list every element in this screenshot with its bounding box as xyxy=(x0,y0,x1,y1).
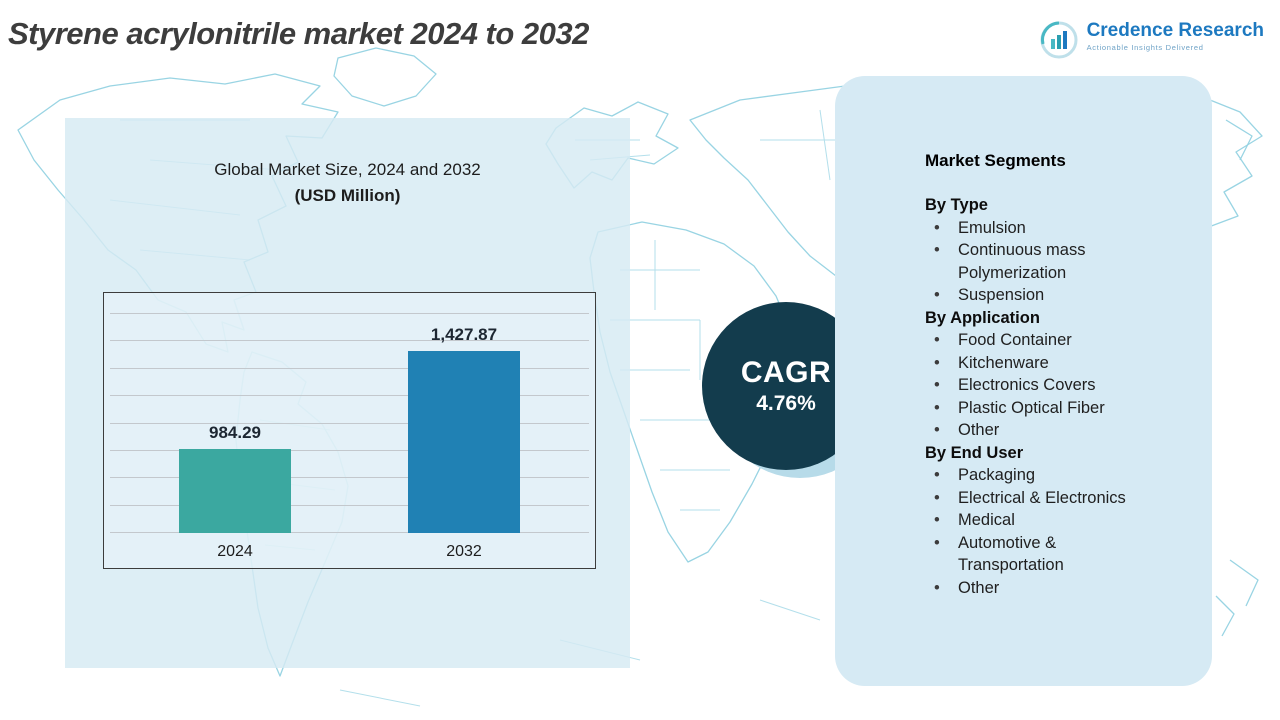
bullet-icon: • xyxy=(934,218,940,237)
bar-value-label-2024: 984.29 xyxy=(209,422,261,442)
chart-gridline xyxy=(110,367,589,369)
bar-group-2024: 984.29 2024 xyxy=(179,313,291,560)
segment-item-label: Emulsion xyxy=(958,218,1026,237)
bullet-icon: • xyxy=(934,331,940,349)
bullet-icon: • xyxy=(934,466,940,484)
segment-item: • Continuous mass Polymerization xyxy=(925,239,1184,284)
chart-gridline xyxy=(110,449,589,451)
chart-gridline xyxy=(110,477,589,479)
segment-item-label: Food Container xyxy=(958,331,1072,349)
bullet-icon: • xyxy=(934,421,940,439)
segment-item-label: Continuous mass Polymerization xyxy=(958,241,1086,282)
bullet-icon: • xyxy=(934,488,940,507)
market-size-panel: Global Market Size, 2024 and 2032 (USD M… xyxy=(65,118,630,668)
page-title: Styrene acrylonitrile market 2024 to 203… xyxy=(8,16,589,51)
bullet-icon: • xyxy=(934,398,940,417)
segment-item-label: Electronics Covers xyxy=(958,376,1096,394)
chart-gridline xyxy=(110,340,589,342)
bullet-icon: • xyxy=(934,533,940,552)
segment-item-label: Kitchenware xyxy=(958,353,1049,372)
segment-item: • Electrical & Electronics xyxy=(925,487,1184,510)
chart-gridline xyxy=(110,532,589,533)
chart-gridline xyxy=(110,313,589,314)
bar-category-label-2032: 2032 xyxy=(446,543,482,560)
bar-chart: 984.29 2024 1,427.87 2032 xyxy=(103,292,596,569)
segments-heading: Market Segments xyxy=(925,151,1066,170)
segment-item: • Medical xyxy=(925,509,1184,532)
segment-item: • Kitchenware xyxy=(925,352,1184,375)
segment-item: • Plastic Optical Fiber xyxy=(925,397,1184,420)
chart-title: Global Market Size, 2024 and 2032 (USD M… xyxy=(65,160,630,206)
segment-item: • Other xyxy=(925,419,1184,442)
bullet-icon: • xyxy=(934,578,940,597)
chart-gridline xyxy=(110,395,589,397)
bar-2024 xyxy=(179,448,291,533)
logo-bar-chart-icon xyxy=(1040,21,1078,59)
segment-item-label: Other xyxy=(958,421,1000,439)
segment-group-heading: By Type xyxy=(925,196,988,214)
segment-item: • Automotive & Transportation xyxy=(925,532,1184,577)
segments-list: By Type • Emulsion • Continuous mass Polymer… xyxy=(925,194,1184,599)
market-segments-panel: Market Segments By Type • Emulsion • Continu… xyxy=(835,76,1212,686)
bullet-icon: • xyxy=(934,286,940,304)
bar-category-label-2024: 2024 xyxy=(217,543,253,560)
chart-title-line1: Global Market Size, 2024 and 2032 xyxy=(214,160,481,179)
segment-item: • Suspension xyxy=(925,284,1184,307)
bar-group-2032: 1,427.87 2032 xyxy=(408,313,520,560)
segment-item: • Other xyxy=(925,577,1184,600)
chart-plot-area: 984.29 2024 1,427.87 2032 xyxy=(110,313,589,560)
credence-research-logo: Credence Research Actionable Insights De… xyxy=(1039,20,1264,60)
cagr-label: CAGR xyxy=(740,356,832,389)
bar-value-label-2032: 1,427.87 xyxy=(430,324,498,344)
segment-item-label: Plastic Optical Fiber xyxy=(958,398,1105,417)
bullet-icon: • xyxy=(934,241,940,259)
chart-gridlines xyxy=(110,313,589,533)
segment-item: • Packaging xyxy=(925,464,1184,487)
segment-item-label: Other xyxy=(958,578,1000,597)
segment-item-label: Suspension xyxy=(958,286,1045,304)
chart-gridline xyxy=(110,504,589,506)
cagr-value: 4.76% xyxy=(756,392,816,415)
logo-tagline-text: Actionable Insights Delivered xyxy=(1086,43,1204,52)
segment-group-heading: By Application xyxy=(925,308,1040,327)
segment-item-label: Medical xyxy=(958,511,1015,529)
segment-item-label: Automotive & Transportation xyxy=(958,533,1064,575)
logo-brand-text: Credence Research xyxy=(1086,20,1264,41)
chart-title-line2: (USD Million) xyxy=(294,186,401,205)
bullet-icon: • xyxy=(934,353,940,372)
bullet-icon: • xyxy=(934,511,940,529)
segment-item-label: Packaging xyxy=(958,466,1036,484)
segment-item: • Food Container xyxy=(925,329,1184,352)
segment-item-label: Electrical & Electronics xyxy=(958,488,1126,507)
bar-2032 xyxy=(408,350,520,533)
chart-gridline xyxy=(110,422,589,424)
segment-group-heading: By End User xyxy=(925,443,1024,462)
bullet-icon: • xyxy=(934,376,940,394)
segment-item: • Electronics Covers xyxy=(925,374,1184,397)
segment-item: • Emulsion xyxy=(925,217,1184,240)
